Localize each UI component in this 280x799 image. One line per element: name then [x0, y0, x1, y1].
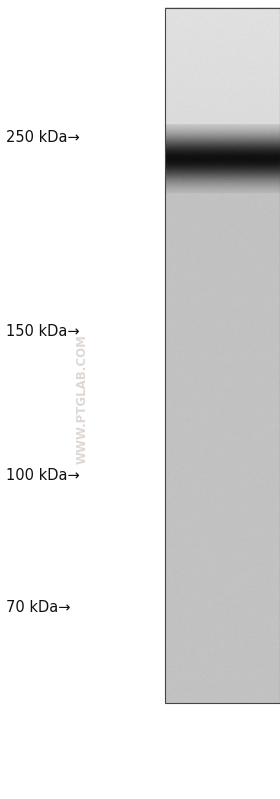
Bar — [165, 8, 280, 703]
Text: 70 kDa→: 70 kDa→ — [6, 600, 70, 614]
Text: WWW.PTGLAB.COM: WWW.PTGLAB.COM — [76, 335, 89, 464]
Text: 250 kDa→: 250 kDa→ — [6, 130, 79, 145]
Text: 100 kDa→: 100 kDa→ — [6, 468, 79, 483]
Text: 150 kDa→: 150 kDa→ — [6, 324, 79, 339]
